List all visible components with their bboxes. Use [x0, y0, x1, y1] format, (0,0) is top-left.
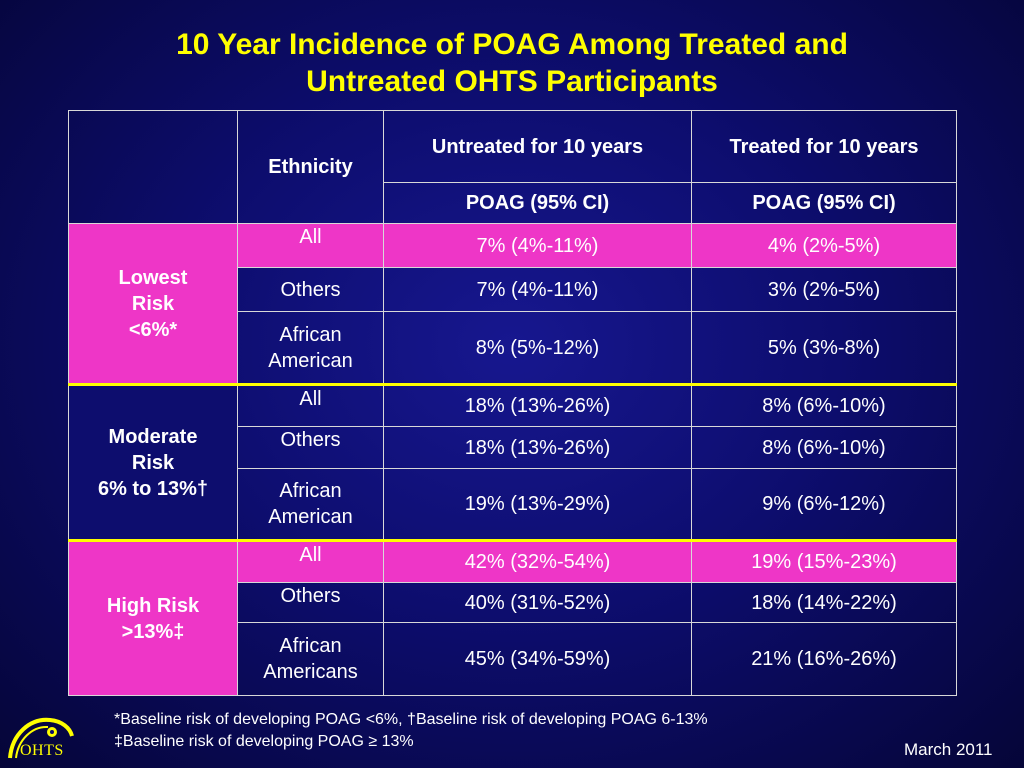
treated-cell: 8% (6%-10%): [691, 383, 957, 427]
ethnicity-cell: All: [237, 223, 384, 268]
table-row: High Risk >13%‡ All 42% (32%-54%) 19% (1…: [68, 539, 957, 696]
untreated-cell: 18% (13%-26%): [383, 426, 692, 469]
ethnicity-line: American: [268, 506, 353, 528]
logo-text: OHTS: [20, 742, 64, 759]
ethnicity-cell: African American: [237, 468, 384, 541]
treated-cell: 5% (3%-8%): [691, 311, 957, 385]
group-label-high-risk: High Risk >13%‡: [68, 539, 238, 696]
corner-cell: [68, 110, 238, 224]
header-untreated: Untreated for 10 years: [383, 110, 692, 183]
header-ethnicity: Ethnicity: [237, 110, 384, 224]
ethnicity-cell: African Americans: [237, 622, 384, 696]
slide-title: 10 Year Incidence of POAG Among Treated …: [0, 26, 1024, 100]
treated-cell: 18% (14%-22%): [691, 582, 957, 623]
incidence-table: Ethnicity Untreated for 10 years Treated…: [68, 110, 957, 696]
group-label-line: 6% to 13%†: [97, 477, 209, 500]
title-line-1: 10 Year Incidence of POAG Among Treated …: [176, 28, 848, 61]
slide-date: March 2011: [904, 740, 993, 759]
untreated-cell: 7% (4%-11%): [383, 267, 692, 312]
table-row: African American 8% (5%-12%) 5% (3%-8%): [69, 311, 957, 385]
group-label-line: Moderate: [108, 425, 198, 448]
ethnicity-cell: Others: [237, 267, 384, 312]
treated-cell: 19% (15%-23%): [691, 539, 957, 583]
subheader-row: POAG (95% CI) POAG (95% CI): [69, 182, 957, 224]
treated-cell: 4% (2%-5%): [691, 223, 957, 268]
treated-cell: 3% (2%-5%): [691, 267, 957, 312]
ethnicity-cell: Others: [237, 426, 384, 469]
untreated-cell: 19% (13%-29%): [383, 468, 692, 541]
group-label-line: Lowest: [118, 266, 188, 289]
group-label-line: Risk: [131, 292, 175, 315]
untreated-cell: 42% (32%-54%): [383, 539, 692, 583]
table-row: African Americans 45% (34%-59%) 21% (16%…: [69, 622, 957, 696]
ethnicity-cell: All: [237, 539, 384, 583]
untreated-cell: 45% (34%-59%): [383, 622, 692, 696]
subheader-untreated: POAG (95% CI): [383, 182, 692, 224]
ethnicity-line: African: [279, 480, 342, 502]
title-line-2: Untreated OHTS Participants: [306, 65, 718, 98]
ethnicity-cell: All: [237, 383, 384, 427]
untreated-cell: 7% (4%-11%): [383, 223, 692, 268]
ethnicity-line: Americans: [263, 661, 358, 683]
header-row: Ethnicity Untreated for 10 years Treated…: [68, 110, 957, 224]
header-treated: Treated for 10 years: [691, 110, 957, 183]
table-row: African American 19% (13%-29%) 9% (6%-12…: [69, 468, 957, 541]
group-label-moderate-risk: Moderate Risk 6% to 13%†: [68, 383, 238, 541]
ohts-eye-logo-icon: [8, 717, 74, 759]
table-row: Others 40% (31%-52%) 18% (14%-22%): [69, 582, 957, 623]
untreated-cell: 8% (5%-12%): [383, 311, 692, 385]
table-row: Others 7% (4%-11%) 3% (2%-5%): [69, 267, 957, 312]
ethnicity-cell: Others: [237, 582, 384, 623]
footnotes: *Baseline risk of developing POAG <6%, †…: [114, 709, 708, 753]
group-label-line: >13%‡: [121, 620, 185, 643]
subheader-treated: POAG (95% CI): [691, 182, 957, 224]
ethnicity-line: American: [268, 349, 353, 372]
treated-cell: 9% (6%-12%): [691, 468, 957, 541]
table-row: Lowest Risk <6%* All 7% (4%-11%) 4% (2%-…: [68, 223, 957, 385]
ethnicity-line: African: [279, 323, 342, 346]
footnote-line-1: *Baseline risk of developing POAG <6%, †…: [114, 711, 708, 728]
treated-cell: 21% (16%-26%): [691, 622, 957, 696]
ethnicity-cell: African American: [237, 311, 384, 385]
table-row: Others 18% (13%-26%) 8% (6%-10%): [69, 426, 957, 469]
footnote-line-2: ‡Baseline risk of developing POAG ≥ 13%: [114, 733, 414, 750]
group-label-line: High Risk: [106, 594, 200, 617]
group-label-line: Risk: [131, 451, 175, 474]
untreated-cell: 18% (13%-26%): [383, 383, 692, 427]
group-label-line: <6%*: [128, 318, 178, 341]
table-row: Moderate Risk 6% to 13%† All 18% (13%-26…: [68, 383, 957, 541]
treated-cell: 8% (6%-10%): [691, 426, 957, 469]
ethnicity-line: African: [279, 635, 342, 657]
group-label-lowest-risk: Lowest Risk <6%*: [68, 223, 238, 385]
untreated-cell: 40% (31%-52%): [383, 582, 692, 623]
